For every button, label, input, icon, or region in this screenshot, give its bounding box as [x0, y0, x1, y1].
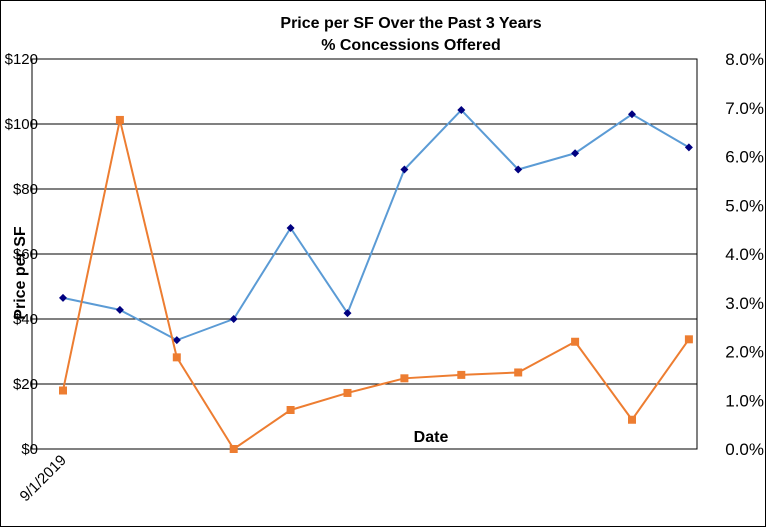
series-layer: [59, 106, 693, 453]
right-tick-label: 8.0%: [725, 50, 764, 69]
gridlines: [32, 123, 697, 385]
series-1-point: [172, 353, 181, 362]
series-1-point: [628, 415, 636, 424]
right-tick-label: 2.0%: [725, 343, 764, 362]
left-tick-label: $20: [13, 376, 38, 393]
series-1-point: [229, 445, 238, 453]
series-0-point: [229, 315, 238, 323]
right-tick-label: 4.0%: [725, 245, 764, 264]
series-1-point: [59, 386, 67, 395]
plot-area-border: [31, 58, 698, 450]
right-tick-label: 7.0%: [725, 99, 764, 118]
x-tick-label: 9/1/2019: [17, 452, 70, 505]
left-tick-label: $80: [13, 181, 38, 198]
left-tick-label: $40: [13, 311, 38, 328]
series-1-point: [400, 374, 409, 383]
series-1-line: [62, 118, 690, 450]
y-axis-label: Price per SF: [12, 226, 29, 320]
right-tick-label: 6.0%: [725, 148, 764, 167]
series-0-point: [684, 143, 693, 152]
left-tick-label: $60: [13, 246, 38, 263]
right-tick-label: 0.0%: [725, 440, 764, 459]
series-0-point: [457, 106, 466, 115]
series-0-point: [115, 305, 124, 314]
series-0-line: [62, 109, 690, 342]
series-1-point: [514, 368, 523, 377]
series-0-point: [571, 149, 580, 158]
left-tick-label: $100: [5, 116, 38, 133]
series-1-point: [286, 406, 295, 414]
series-0-point: [59, 293, 67, 302]
series-0-point: [628, 110, 636, 119]
left-tick-label: $120: [5, 51, 38, 68]
right-tick-label: 1.0%: [725, 391, 764, 410]
chart-title-line-2: % Concessions Offered: [321, 37, 501, 54]
left-tick-label: $0: [21, 441, 38, 458]
right-tick-label: 3.0%: [725, 294, 764, 313]
right-tick-label: 5.0%: [725, 196, 764, 215]
chart-title-line-1: Price per SF Over the Past 3 Years: [280, 15, 541, 32]
series-1-point: [115, 115, 124, 124]
series-0-point: [286, 224, 295, 232]
series-0-point: [400, 165, 409, 174]
series-0-point: [514, 165, 523, 174]
series-0-point: [172, 336, 181, 345]
series-0-point: [343, 309, 352, 318]
x-axis-label: Date: [414, 429, 449, 446]
series-1-point: [343, 388, 352, 397]
right-axis-ticks: 0.0% 1.0% 2.0% 3.0% 4.0% 5.0% 6.0% 7.0% 8.0%: [725, 50, 764, 459]
series-1-point: [571, 337, 580, 346]
left-axis-ticks: $0 $20 $40 $60 $80 $100 $120: [5, 51, 38, 458]
series-1-point: [684, 335, 693, 344]
series-1-point: [457, 370, 466, 379]
